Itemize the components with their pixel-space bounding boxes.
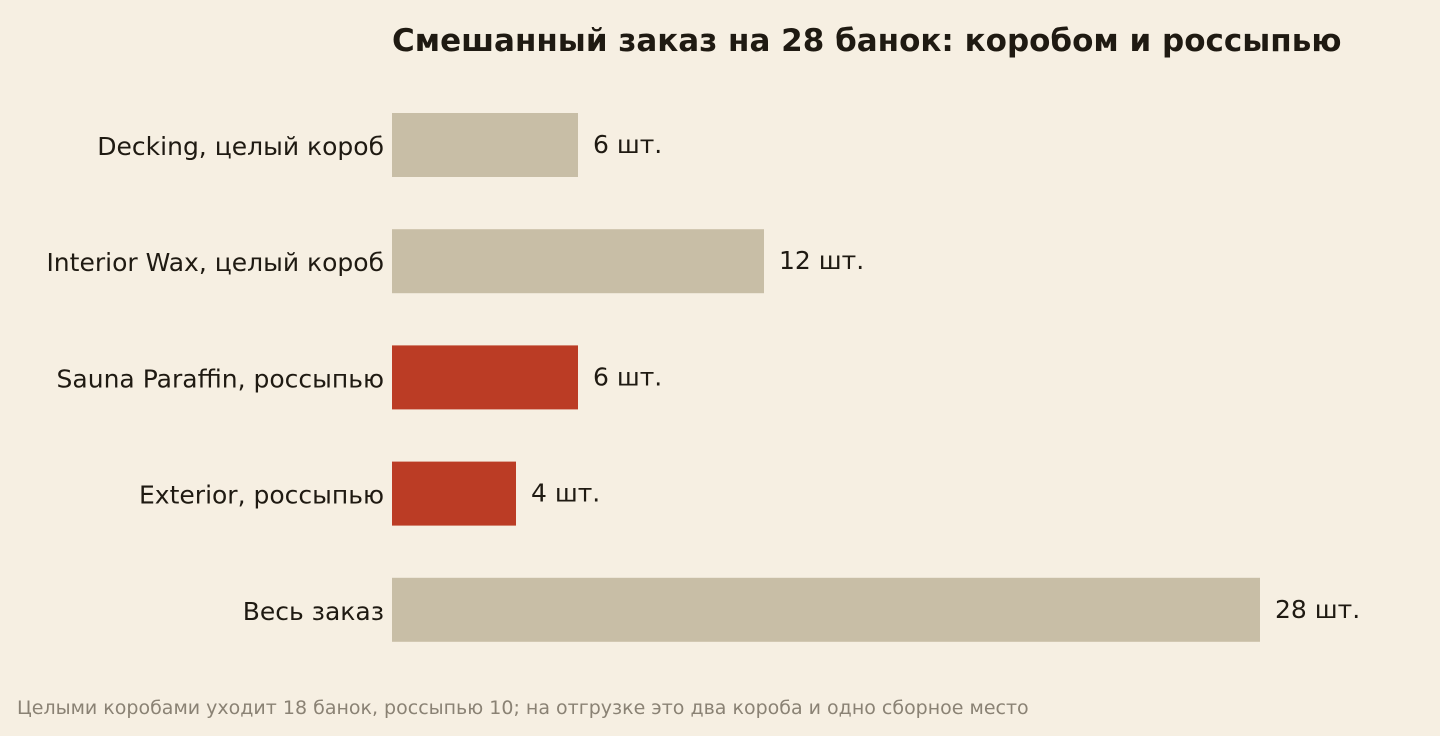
- value-label: 28 шт.: [1275, 595, 1360, 624]
- category-label: Exterior, россыпью: [139, 481, 384, 510]
- category-label: Decking, целый короб: [97, 132, 384, 161]
- bar: [392, 229, 764, 294]
- chart-footnote: Целыми коробами уходит 18 банок, россыпь…: [17, 697, 1029, 719]
- bar: [392, 113, 578, 177]
- category-label: Sauna Paraffin, россыпью: [57, 364, 384, 393]
- bar: [392, 461, 516, 526]
- value-label: 12 шт.: [779, 246, 864, 275]
- category-label: Весь заказ: [243, 597, 384, 626]
- bar: [392, 577, 1260, 642]
- bar: [392, 345, 578, 410]
- value-label: 6 шт.: [593, 362, 662, 391]
- chart-title: Смешанный заказ на 28 банок: коробом и р…: [392, 23, 1341, 59]
- bars-layer: Decking, целый короб 6 шт. Interior Wax, ц…: [46, 113, 1360, 642]
- value-label: 4 шт.: [531, 479, 600, 508]
- category-label: Interior Wax, целый короб: [46, 248, 384, 277]
- value-label: 6 шт.: [593, 130, 662, 159]
